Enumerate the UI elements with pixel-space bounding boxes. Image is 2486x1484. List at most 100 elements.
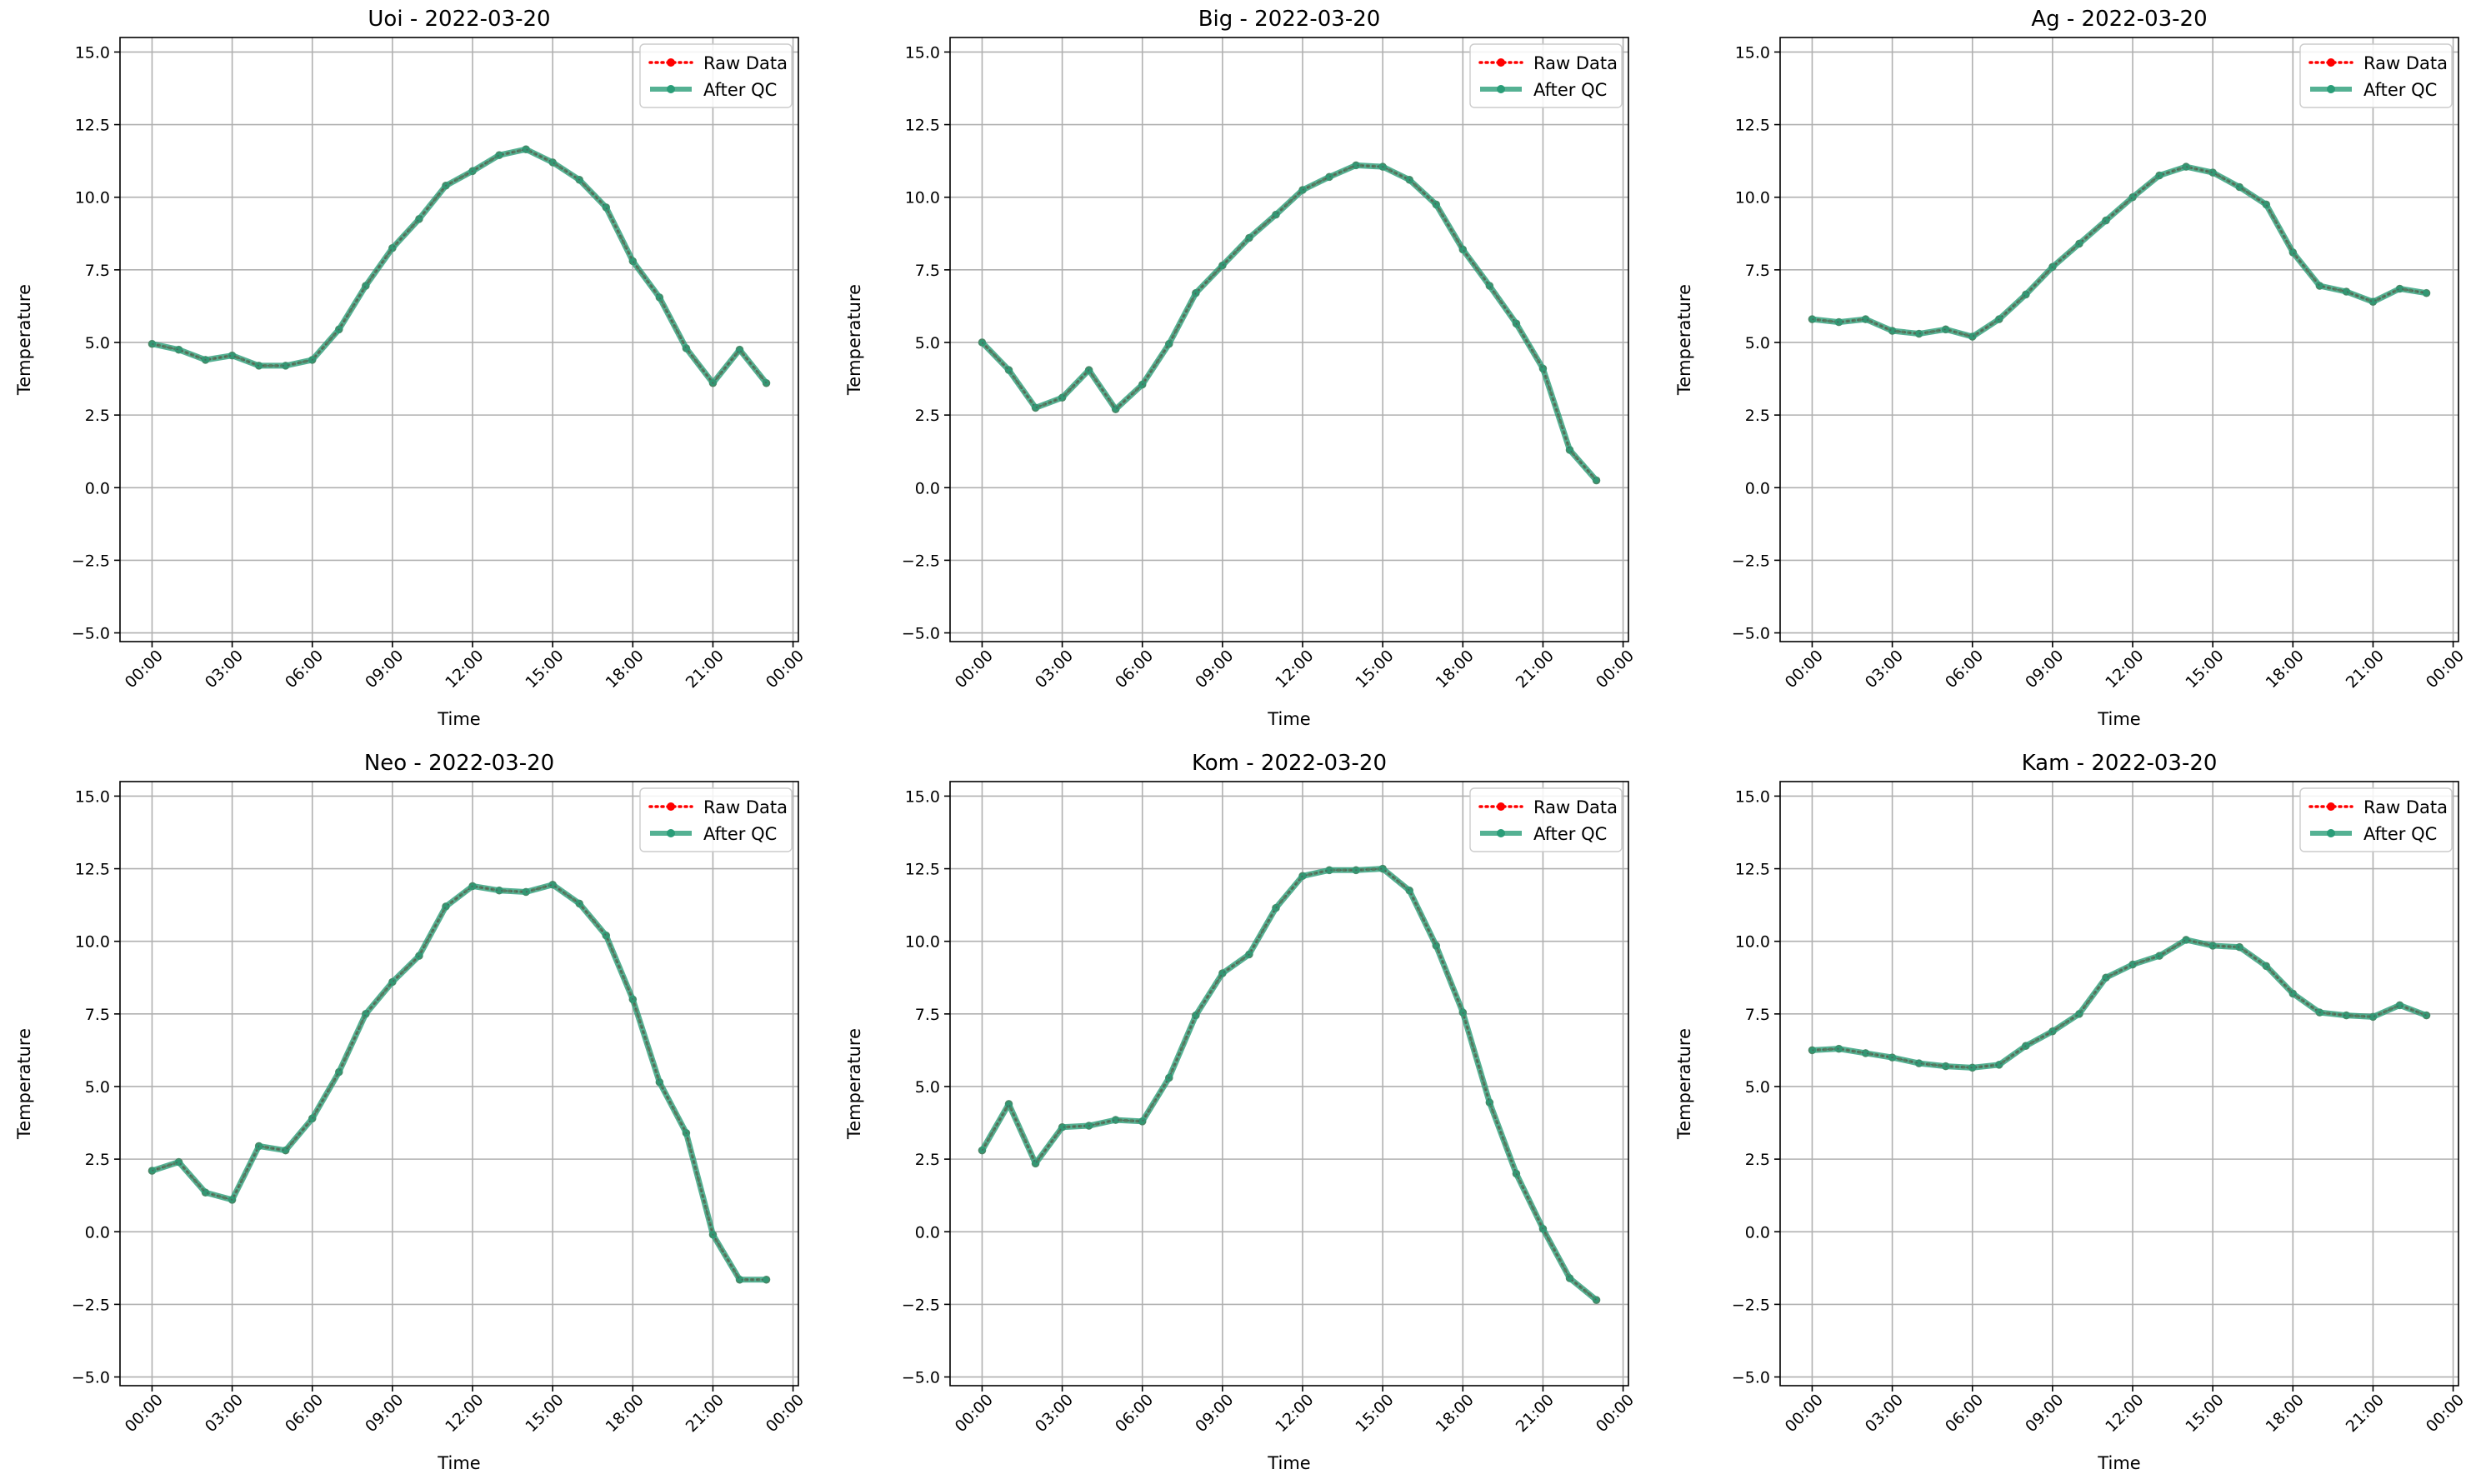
axes-frame — [119, 37, 799, 642]
after-qc-point — [1004, 1100, 1013, 1108]
after-qc-point — [2048, 1027, 2057, 1036]
y-tick-label: 0.0 — [915, 1223, 940, 1242]
raw-data-line — [150, 882, 768, 1282]
after-qc-point — [1325, 172, 1333, 182]
raw-data-overlay-line — [152, 148, 768, 385]
after-qc-point — [2315, 282, 2324, 290]
after-qc-point — [602, 203, 611, 212]
raw-data-line — [150, 147, 768, 386]
after-qc-point — [1968, 332, 1977, 341]
y-tick-label: 2.5 — [1745, 1151, 1770, 1169]
after-qc-point — [1485, 1098, 1494, 1107]
y-tick-label: 0.0 — [1745, 1223, 1770, 1242]
after-qc-point — [2022, 290, 2030, 299]
x-tick-label: 06:00 — [282, 647, 327, 692]
axes-frame — [949, 37, 1629, 642]
x-tick-label: 06:00 — [1942, 647, 1987, 692]
after-qc-point — [762, 1275, 771, 1284]
after-qc-point — [1941, 325, 1950, 334]
y-tick-label: 7.5 — [915, 262, 940, 280]
after-qc-point — [1111, 405, 1120, 413]
x-axis-label: Time — [437, 1453, 480, 1473]
x-tick-label: 00:00 — [122, 647, 167, 692]
raw-data-overlay-line — [1812, 166, 2427, 337]
y-tick-label: 7.5 — [1745, 262, 1770, 280]
after-qc-point — [2368, 297, 2378, 306]
legend-raw-data-marker — [2327, 802, 2335, 811]
after-qc-point — [2182, 162, 2190, 171]
raw-data-overlay-line — [1812, 939, 2427, 1069]
x-tick-label: 00:00 — [952, 647, 997, 692]
after-qc-point — [1405, 886, 1414, 895]
after-qc-point — [1058, 393, 1067, 402]
y-tick-label: −2.5 — [72, 1296, 110, 1314]
subplot-6: −5.0 −2.5 0.0 2.5 5.0 7.5 10.0 12.5 15.0 00:00 03:… — [1674, 751, 2468, 1473]
raw-data-line — [1810, 165, 2428, 338]
y-tick-label: 5.0 — [915, 334, 940, 352]
after-qc-point — [2395, 1001, 2404, 1010]
x-tick-label: 21:00 — [2343, 647, 2388, 692]
after-qc-point — [2102, 973, 2110, 982]
x-tick-label: 03:00 — [202, 647, 247, 692]
x-tick-label: 00:00 — [1593, 647, 1638, 692]
after-qc-point — [628, 257, 638, 266]
y-axis-label: Temperature — [14, 284, 34, 396]
y-tick-label: 5.0 — [85, 1078, 110, 1097]
y-tick-label: 15.0 — [905, 787, 940, 806]
x-tick-label: 12:00 — [2102, 1391, 2147, 1436]
subplot-4: −5.0 −2.5 0.0 2.5 5.0 7.5 10.0 12.5 15.0 00:00 03:… — [14, 751, 808, 1473]
after-qc-point — [522, 145, 530, 153]
axes-frame — [949, 781, 1629, 1387]
subplot-title: Ag - 2022-03-20 — [2031, 7, 2207, 32]
legend-after-qc-marker — [667, 85, 675, 93]
after-qc-point — [602, 931, 611, 940]
legend-raw-data-label: Raw Data — [703, 53, 788, 73]
after-qc-point — [1834, 1044, 1843, 1053]
after-qc-point — [2075, 1010, 2083, 1018]
after-qc-point — [1138, 1117, 1147, 1126]
after-qc-point — [1592, 476, 1601, 485]
y-axis-label: Temperature — [1674, 284, 1694, 396]
after-qc-point — [2102, 216, 2110, 225]
raw-data-line — [980, 867, 1598, 1302]
after-qc-point — [1352, 161, 1360, 170]
subplot-2: −5.0 −2.5 0.0 2.5 5.0 7.5 10.0 12.5 15.0 00:00 03:… — [844, 7, 1638, 729]
legend-after-qc-marker — [1497, 829, 1505, 837]
after-qc-point — [1031, 1159, 1040, 1168]
y-tick-label: 5.0 — [85, 334, 110, 352]
after-qc-point — [1218, 969, 1227, 977]
x-tick-label: 06:00 — [282, 1391, 327, 1436]
subplot-title: Big - 2022-03-20 — [1198, 7, 1381, 32]
y-tick-label: 10.0 — [905, 189, 940, 207]
legend: Raw Data After QC — [1469, 787, 1623, 852]
after-qc-point — [1325, 866, 1333, 875]
y-tick-label: 15.0 — [1735, 787, 1770, 806]
after-qc-point — [201, 1188, 210, 1197]
x-tick-label: 09:00 — [1192, 1391, 1237, 1436]
x-axis-label: Time — [437, 709, 480, 729]
after-qc-point — [655, 293, 664, 302]
y-tick-label: 10.0 — [905, 933, 940, 952]
after-qc-point — [281, 362, 290, 370]
x-tick-label: 12:00 — [1272, 1391, 1317, 1436]
y-tick-label: −5.0 — [72, 625, 110, 643]
after-qc-point — [2235, 942, 2244, 952]
x-axis-label: Time — [2097, 1453, 2140, 1473]
legend-after-qc-label: After QC — [2363, 80, 2437, 100]
after-qc-point — [655, 1077, 664, 1087]
y-tick-label: 15.0 — [905, 43, 940, 62]
y-tick-label: 10.0 — [1735, 189, 1770, 207]
y-axis-label: Temperature — [844, 1028, 864, 1140]
subplot-5: −5.0 −2.5 0.0 2.5 5.0 7.5 10.0 12.5 15.0 00:00 03:… — [844, 751, 1638, 1473]
y-tick-label: 12.5 — [75, 117, 110, 135]
after-qc-point — [2422, 1011, 2431, 1020]
after-qc-point — [2128, 960, 2137, 969]
after-qc-point — [2342, 1011, 2351, 1020]
after-qc-point — [2182, 936, 2190, 944]
legend-raw-data-marker — [667, 58, 675, 67]
after-qc-point — [1968, 1063, 1977, 1072]
after-qc-line — [148, 882, 770, 1283]
y-tick-label: 2.5 — [85, 407, 110, 425]
subplot-title: Kom - 2022-03-20 — [1192, 751, 1387, 776]
after-qc-point — [2155, 171, 2163, 180]
